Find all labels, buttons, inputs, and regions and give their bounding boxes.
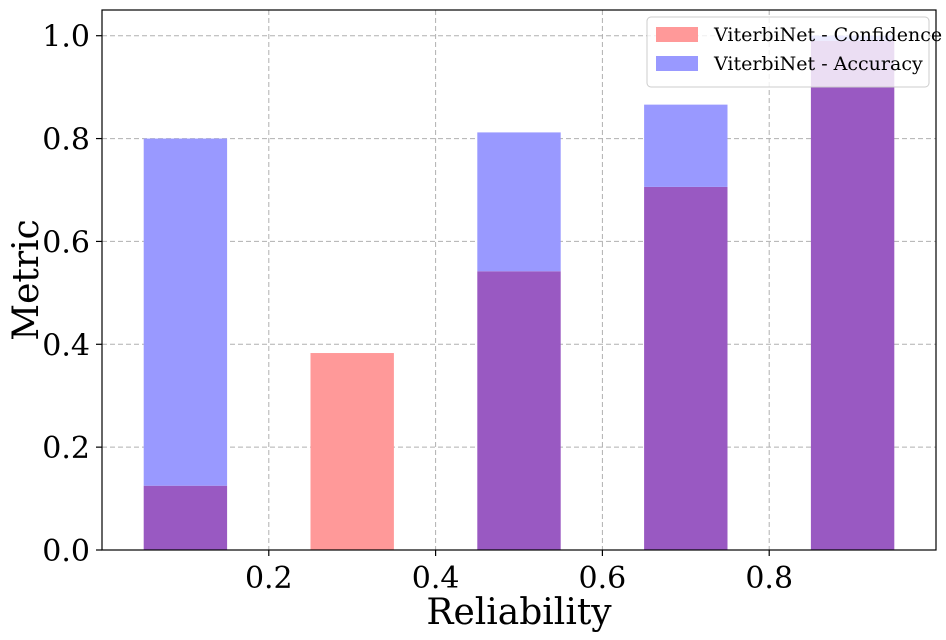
y-tick-label: 0.4 — [42, 328, 90, 363]
bar-overlap — [644, 186, 728, 550]
y-axis-ticks: 0.0 0.2 0.4 0.6 0.8 1.0 — [42, 20, 102, 569]
legend-box — [646, 16, 930, 88]
x-axis-ticks: 0.2 0.4 0.6 0.8 — [245, 550, 793, 596]
legend: ViterbiNet - Confidence ViterbiNet - Accu… — [646, 16, 942, 88]
y-tick-label: 1.0 — [42, 20, 90, 55]
x-tick-label: 0.4 — [412, 561, 460, 596]
plot-frame — [101, 9, 937, 551]
bar-accuracy — [644, 104, 728, 187]
y-axis-title: Metric — [6, 219, 47, 341]
bars-layer — [143, 35, 895, 550]
x-tick-label: 0.6 — [579, 561, 627, 596]
legend-label: ViterbiNet - Accuracy — [713, 53, 923, 75]
bar-overlap — [143, 485, 228, 550]
x-tick-label: 0.2 — [245, 561, 293, 596]
y-tick-label: 0.0 — [42, 534, 90, 569]
bar-accuracy — [477, 132, 561, 272]
x-tick-label: 0.8 — [745, 561, 793, 596]
legend-swatch — [656, 56, 698, 71]
bar-overlap — [810, 40, 895, 550]
bar-overlap — [477, 271, 561, 550]
y-tick-label: 0.8 — [42, 123, 90, 158]
legend-label: ViterbiNet - Confidence — [713, 24, 942, 46]
legend-swatch — [656, 27, 698, 42]
y-tick-label: 0.6 — [42, 225, 90, 260]
bar-confidence — [310, 353, 394, 550]
x-axis-title: Reliability — [426, 592, 612, 633]
bar-accuracy — [143, 138, 228, 486]
y-tick-label: 0.2 — [42, 431, 90, 466]
